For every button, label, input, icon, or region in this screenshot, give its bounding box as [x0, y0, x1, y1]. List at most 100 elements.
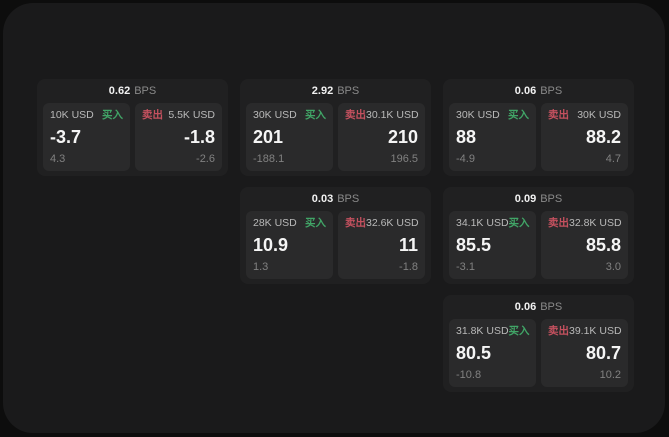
sell-delta: 10.2	[599, 368, 621, 381]
quote-card[interactable]: 0.06 BPS 30K USD 买入 88 -4.9 卖出 30K USD 8…	[443, 79, 634, 176]
buy-price: 88	[456, 126, 477, 147]
bps-unit-label: BPS	[540, 192, 563, 205]
sell-pane-header: 卖出 32.6K USD	[345, 217, 419, 229]
buy-pane-header: 28K USD 买入	[253, 218, 326, 229]
bps-value: 0.03	[311, 192, 334, 205]
buy-pane-header: 30K USD 买入	[253, 110, 326, 121]
bps-unit-label: BPS	[540, 84, 563, 97]
buy-size: 10K USD	[50, 109, 94, 121]
bps-value: 0.06	[514, 84, 537, 97]
sell-size: 39.1K USD	[569, 325, 622, 337]
card-body: 28K USD 买入 10.9 1.3 卖出 32.6K USD 11 -1.8	[240, 211, 431, 284]
buy-label: 买入	[508, 109, 529, 121]
buy-price: 80.5	[456, 342, 492, 363]
card-header: 0.06 BPS	[443, 295, 634, 319]
sell-delta: 196.5	[390, 152, 418, 165]
quote-card[interactable]: 0.03 BPS 28K USD 买入 10.9 1.3 卖出 32.6K US…	[240, 187, 431, 284]
buy-delta: 1.3	[253, 260, 269, 273]
sell-pane-header: 卖出 30K USD	[548, 110, 621, 121]
sell-price: 80.7	[585, 342, 621, 363]
bps-unit-label: BPS	[337, 84, 360, 97]
sell-label: 卖出	[548, 217, 569, 229]
buy-label: 买入	[305, 217, 326, 229]
sell-size: 32.6K USD	[366, 217, 419, 229]
bps-unit-label: BPS	[337, 192, 360, 205]
buy-pane[interactable]: 30K USD 买入 88 -4.9	[449, 103, 536, 171]
sell-label: 卖出	[548, 325, 569, 337]
card-body: 30K USD 买入 88 -4.9 卖出 30K USD 88.2 4.7	[443, 103, 634, 176]
buy-pane-header: 30K USD 买入	[456, 110, 529, 121]
sell-delta: -1.8	[399, 260, 418, 273]
card-header: 2.92 BPS	[240, 79, 431, 103]
card-header: 0.09 BPS	[443, 187, 634, 211]
buy-pane[interactable]: 30K USD 买入 201 -188.1	[246, 103, 333, 171]
buy-label: 买入	[508, 325, 530, 337]
sell-size: 32.8K USD	[569, 217, 622, 229]
bps-value: 2.92	[311, 84, 334, 97]
sell-delta: -2.6	[196, 152, 215, 165]
buy-delta: -10.8	[456, 368, 482, 381]
sell-price: 85.8	[585, 234, 621, 255]
buy-pane[interactable]: 28K USD 买入 10.9 1.3	[246, 211, 333, 279]
buy-pane[interactable]: 31.8K USD 买入 80.5 -10.8	[449, 319, 536, 387]
bps-value: 0.09	[514, 192, 537, 205]
quote-card[interactable]: 0.09 BPS 34.1K USD 买入 85.5 -3.1 卖出 32.8K…	[443, 187, 634, 284]
card-header: 0.03 BPS	[240, 187, 431, 211]
sell-price: 210	[387, 126, 418, 147]
quote-card[interactable]: 2.92 BPS 30K USD 买入 201 -188.1 卖出 30.1K …	[240, 79, 431, 176]
buy-price: 10.9	[253, 234, 289, 255]
sell-pane[interactable]: 卖出 32.6K USD 11 -1.8	[338, 211, 425, 279]
buy-pane-header: 10K USD 买入	[50, 110, 123, 121]
buy-delta: -4.9	[456, 152, 475, 165]
sell-label: 卖出	[142, 109, 163, 121]
sell-label: 卖出	[548, 109, 569, 121]
sell-size: 30.1K USD	[366, 109, 419, 121]
buy-pane[interactable]: 34.1K USD 买入 85.5 -3.1	[449, 211, 536, 279]
buy-delta: -188.1	[253, 152, 285, 165]
buy-size: 30K USD	[456, 109, 500, 121]
sell-pane-header: 卖出 39.1K USD	[548, 325, 622, 337]
bps-unit-label: BPS	[540, 300, 563, 313]
sell-pane-header: 卖出 5.5K USD	[142, 110, 215, 121]
sell-price: 11	[398, 234, 418, 255]
buy-price: 201	[253, 126, 284, 147]
sell-pane[interactable]: 卖出 30.1K USD 210 196.5	[338, 103, 425, 171]
card-body: 10K USD 买入 -3.7 4.3 卖出 5.5K USD -1.8 -2.…	[37, 103, 228, 176]
sell-price: 88.2	[585, 126, 621, 147]
sell-label: 卖出	[345, 217, 366, 229]
buy-delta: 4.3	[50, 152, 66, 165]
sell-pane[interactable]: 卖出 30K USD 88.2 4.7	[541, 103, 628, 171]
buy-pane-header: 31.8K USD 买入	[456, 325, 530, 337]
buy-delta: -3.1	[456, 260, 475, 273]
buy-label: 买入	[102, 109, 123, 121]
buy-label: 买入	[305, 109, 326, 121]
buy-price: 85.5	[456, 234, 492, 255]
bps-value: 0.62	[108, 84, 131, 97]
buy-pane-header: 34.1K USD 买入	[456, 217, 530, 229]
sell-size: 30K USD	[577, 109, 621, 121]
sell-pane-header: 卖出 32.8K USD	[548, 217, 622, 229]
card-header: 0.06 BPS	[443, 79, 634, 103]
card-body: 31.8K USD 买入 80.5 -10.8 卖出 39.1K USD 80.…	[443, 319, 634, 392]
sell-price: -1.8	[183, 126, 215, 147]
quote-card[interactable]: 0.06 BPS 31.8K USD 买入 80.5 -10.8 卖出 39.1…	[443, 295, 634, 392]
card-header: 0.62 BPS	[37, 79, 228, 103]
sell-pane[interactable]: 卖出 39.1K USD 80.7 10.2	[541, 319, 628, 387]
buy-size: 28K USD	[253, 217, 297, 229]
card-body: 34.1K USD 买入 85.5 -3.1 卖出 32.8K USD 85.8…	[443, 211, 634, 284]
bps-unit-label: BPS	[134, 84, 157, 97]
sell-pane[interactable]: 卖出 5.5K USD -1.8 -2.6	[135, 103, 222, 171]
buy-label: 买入	[508, 217, 530, 229]
card-body: 30K USD 买入 201 -188.1 卖出 30.1K USD 210 1…	[240, 103, 431, 176]
sell-pane[interactable]: 卖出 32.8K USD 85.8 3.0	[541, 211, 628, 279]
buy-price: -3.7	[50, 126, 82, 147]
buy-size: 31.8K USD	[456, 325, 509, 337]
quote-card[interactable]: 0.62 BPS 10K USD 买入 -3.7 4.3 卖出 5.5K USD…	[37, 79, 228, 176]
sell-size: 5.5K USD	[168, 109, 215, 121]
sell-label: 卖出	[345, 109, 366, 121]
buy-size: 30K USD	[253, 109, 297, 121]
buy-pane[interactable]: 10K USD 买入 -3.7 4.3	[43, 103, 130, 171]
sell-delta: 4.7	[605, 152, 621, 165]
buy-size: 34.1K USD	[456, 217, 509, 229]
